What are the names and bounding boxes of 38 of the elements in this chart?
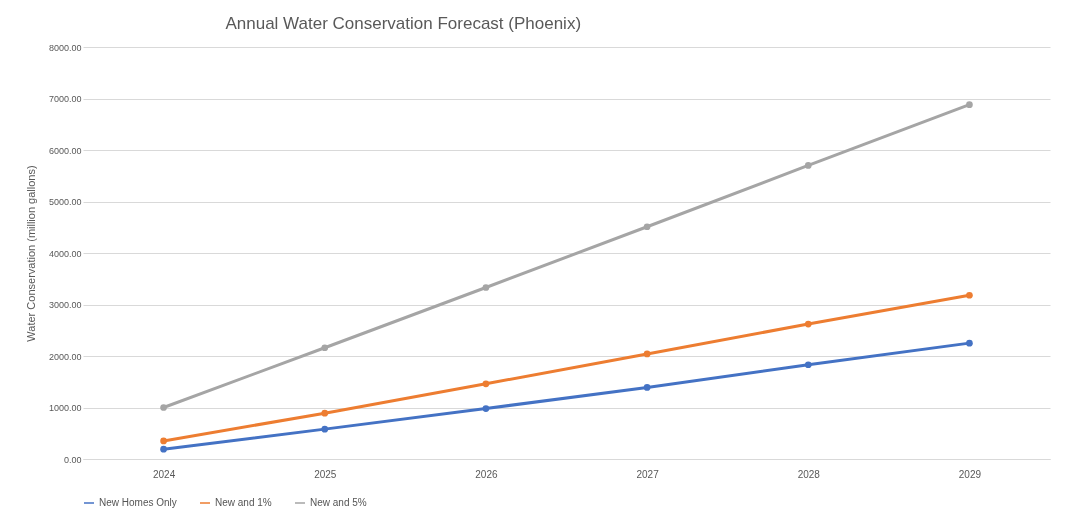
- y-tick-label: 7000.00: [48, 94, 82, 104]
- point: [804, 361, 812, 369]
- x-tick-label: 2028: [797, 468, 821, 480]
- point: [321, 425, 329, 433]
- point: [160, 437, 167, 445]
- point: [321, 344, 329, 352]
- x-tick-label: 2025: [314, 468, 337, 480]
- y-tick-label: 3000.00: [48, 300, 82, 310]
- point: [160, 445, 167, 453]
- x-tick-label: 2024: [152, 468, 176, 480]
- point: [804, 162, 812, 169]
- point: [321, 409, 329, 417]
- point: [643, 350, 651, 358]
- legend-label: New and 1%: [215, 497, 272, 508]
- point: [482, 380, 490, 388]
- y-axis-title: Water Conservation (million gallons): [24, 165, 37, 342]
- point: [643, 384, 651, 391]
- point: [804, 320, 812, 328]
- y-tick-label: 4000.00: [48, 248, 82, 259]
- point: [482, 284, 490, 291]
- point: [160, 404, 167, 411]
- y-tick-label: 2000.00: [48, 351, 82, 362]
- y-tick-label: 8000.00: [48, 42, 82, 53]
- y-tick-label: 5000.00: [48, 197, 82, 207]
- y-tick-label: 0.00: [63, 454, 82, 465]
- point: [966, 339, 973, 347]
- point: [482, 405, 490, 412]
- chart-title: Annual Water Conservation Forecast (Phoenix): [225, 14, 582, 33]
- y-tick-label: 1000.00: [48, 403, 82, 413]
- x-tick-label: 2026: [475, 468, 498, 480]
- legend-label: New Homes Only: [99, 497, 177, 508]
- x-tick-label: 2027: [636, 468, 660, 480]
- legend-label: New and 5%: [310, 497, 367, 508]
- point: [966, 291, 973, 299]
- point: [643, 223, 651, 231]
- x-tick-label: 2029: [958, 468, 982, 480]
- y-tick-label: 6000.00: [48, 145, 82, 156]
- point: [966, 101, 973, 109]
